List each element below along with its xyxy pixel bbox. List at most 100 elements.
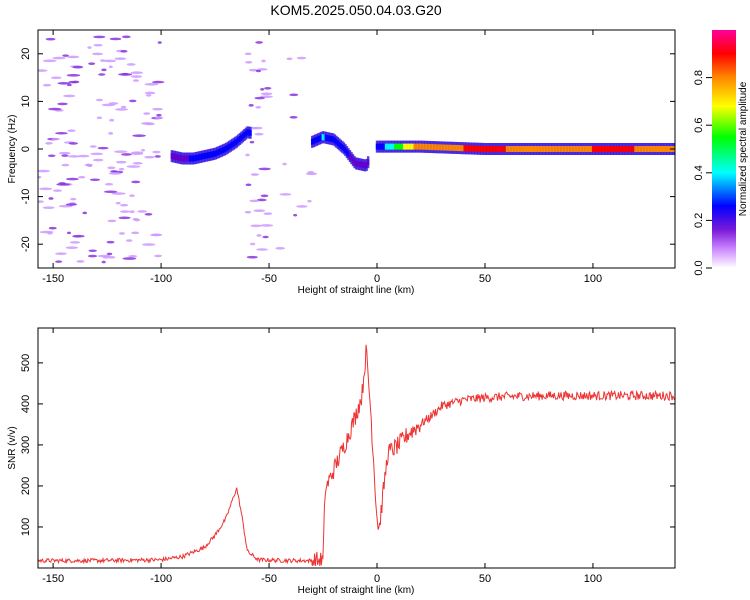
ridge-core <box>658 146 661 152</box>
noise-speckle <box>111 192 126 195</box>
ridge-core <box>484 146 488 152</box>
ridge-core <box>178 154 181 161</box>
ridge-core <box>196 154 199 161</box>
spectrogram-x-tick-label: 100 <box>584 273 602 285</box>
ridge-core <box>628 146 631 152</box>
noise-speckle <box>66 74 81 77</box>
noise-speckle <box>42 83 52 87</box>
ridge-core <box>533 146 536 152</box>
noise-speckle <box>157 41 162 44</box>
spectrogram-y-tick-label: 10 <box>20 95 32 107</box>
noise-speckle <box>145 94 152 97</box>
noise-speckle <box>108 132 114 135</box>
snr-x-label: Height of straight line (km) <box>298 585 415 596</box>
ridge-core <box>214 150 217 157</box>
noise-speckle <box>253 209 266 213</box>
noise-speckle <box>260 194 269 198</box>
ridge-core <box>348 153 352 160</box>
ridge-core <box>315 136 318 143</box>
colorbar-tick-label: 0.0 <box>693 260 705 275</box>
snr-y-tick-label: 300 <box>20 436 32 454</box>
noise-speckle <box>245 183 252 187</box>
noise-speckle <box>65 246 79 249</box>
ridge-core <box>650 146 654 152</box>
snr-series-line <box>38 344 675 566</box>
ridge-core <box>496 146 500 152</box>
ridge-core <box>430 144 433 151</box>
noise-speckle <box>154 254 162 258</box>
noise-speckle <box>38 69 48 72</box>
ridge-core <box>455 144 459 151</box>
ridge-core <box>428 143 432 150</box>
ridge-core <box>237 137 240 144</box>
ridge-core <box>324 134 328 141</box>
ridge-core <box>341 144 344 151</box>
ridge-core <box>431 144 435 151</box>
noise-speckle <box>152 150 161 154</box>
ridge-core <box>483 145 486 152</box>
ridge-core <box>206 152 210 159</box>
noise-speckle <box>279 193 292 196</box>
snr-x-tick-label: 50 <box>479 573 491 585</box>
noise-speckle <box>255 105 262 109</box>
ridge-core <box>380 143 383 150</box>
ridge-core <box>413 143 417 150</box>
ridge-core <box>641 146 645 152</box>
noise-speckle <box>250 224 262 228</box>
ridge-core <box>475 145 478 152</box>
ridge-core <box>439 144 442 151</box>
noise-speckle <box>154 155 161 158</box>
ridge-core <box>489 146 492 152</box>
noise-speckle <box>87 254 98 258</box>
ridge-core <box>194 154 198 161</box>
ridge-core <box>407 143 410 150</box>
ridge-core <box>437 144 441 151</box>
noise-speckle <box>108 172 122 175</box>
ridge-core <box>216 149 219 156</box>
noise-speckle <box>152 107 163 111</box>
ridge-core <box>228 143 231 150</box>
noise-speckle <box>114 57 127 60</box>
noise-speckle <box>45 141 53 145</box>
snr-x-tick-label: 0 <box>374 573 380 585</box>
colorbar: 0.0 0.2 0.4 0.6 0.8 Normalized spectral ampl… <box>693 30 749 276</box>
noise-speckle <box>61 163 70 167</box>
ridge-core <box>625 146 628 152</box>
snr-y-label: SNR (v/v) <box>7 426 18 469</box>
snr-x-tick-label: -50 <box>261 573 277 585</box>
spectrogram-x-tick-label: -150 <box>42 273 64 285</box>
ridge-core <box>567 146 571 152</box>
ridge-core <box>179 155 183 162</box>
noise-speckle <box>107 166 116 170</box>
noise-speckle <box>66 231 72 235</box>
ridge-core <box>504 146 507 152</box>
ridge-core <box>607 146 610 152</box>
noise-speckle <box>103 59 117 63</box>
ridge-core <box>520 146 524 152</box>
noise-speckle <box>258 167 271 171</box>
spectrogram-y-ticks: -20 -10 0 10 20 <box>20 48 675 252</box>
ridge-core <box>191 155 195 162</box>
ridge-core <box>587 146 590 152</box>
noise-speckle <box>65 203 78 206</box>
ridge-core <box>234 139 237 146</box>
ridge-core <box>611 146 615 152</box>
ridge-core <box>505 146 509 152</box>
ridge-core <box>474 145 477 152</box>
spectrogram-x-tick-label: 0 <box>374 273 380 285</box>
spectrogram-x-tick-label: -50 <box>261 273 277 285</box>
noise-speckle <box>55 131 68 135</box>
ridge-core <box>360 161 364 168</box>
noise-speckle <box>62 54 69 57</box>
noise-speckle <box>45 37 56 41</box>
ridge-core <box>203 152 207 159</box>
ridge-core <box>422 143 426 150</box>
noise-speckle <box>110 170 118 173</box>
ridge-core <box>327 135 331 142</box>
ridge-core <box>593 146 596 152</box>
noise-speckle <box>67 83 72 87</box>
ridge-core <box>187 155 190 162</box>
noise-speckle <box>57 102 68 106</box>
ridge-core <box>384 143 388 150</box>
ridge-core <box>528 146 531 152</box>
